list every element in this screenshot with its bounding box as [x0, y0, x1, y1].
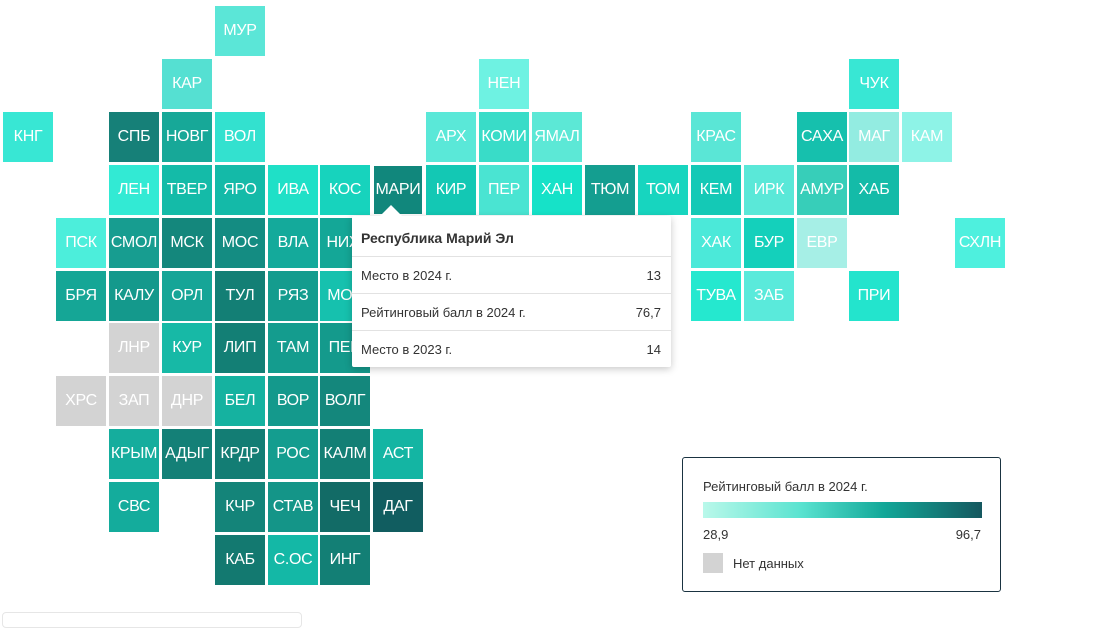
bottom-panel-edge	[2, 612, 302, 628]
region-tile-крас[interactable]: КРАС	[691, 112, 741, 162]
region-tooltip: Республика Марий Эл Место в 2024 г. 13 Р…	[352, 216, 671, 367]
tooltip-row-rank-2023: Место в 2023 г. 14	[352, 331, 671, 367]
region-tile-пск[interactable]: ПСК	[56, 218, 106, 268]
region-tile-днр[interactable]: ДНР	[162, 376, 212, 426]
region-tile-крым[interactable]: КРЫМ	[109, 429, 159, 479]
region-tile-крдр[interactable]: КРДР	[215, 429, 265, 479]
region-tile-мос[interactable]: МОС	[215, 218, 265, 268]
region-tile-мур[interactable]: МУР	[215, 6, 265, 56]
region-tile-вла[interactable]: ВЛА	[268, 218, 318, 268]
region-tile-инг[interactable]: ИНГ	[320, 535, 370, 585]
legend-no-data-label: Нет данных	[733, 556, 804, 571]
region-tile-там[interactable]: ТАМ	[268, 323, 318, 373]
tooltip-row-value: 14	[646, 342, 661, 357]
tooltip-row-score-2024: Рейтинговый балл в 2024 г. 76,7	[352, 294, 671, 331]
region-tile-ива[interactable]: ИВА	[268, 165, 318, 215]
region-tile-лен[interactable]: ЛЕН	[109, 165, 159, 215]
region-tile-кам[interactable]: КАМ	[902, 112, 952, 162]
region-tile-калу[interactable]: КАЛУ	[109, 271, 159, 321]
region-tile-аст[interactable]: АСТ	[373, 429, 423, 479]
region-tile-вор[interactable]: ВОР	[268, 376, 318, 426]
region-tile-тюм[interactable]: ТЮМ	[585, 165, 635, 215]
region-tile-хан[interactable]: ХАН	[532, 165, 582, 215]
region-tile-тул[interactable]: ТУЛ	[215, 271, 265, 321]
legend-no-data-swatch	[703, 553, 723, 573]
region-tile-схлн[interactable]: СХЛН	[955, 218, 1005, 268]
tooltip-row-label: Место в 2024 г.	[361, 268, 453, 283]
region-tile-ирк[interactable]: ИРК	[744, 165, 794, 215]
tooltip-arrow	[379, 205, 403, 217]
region-tile-каб[interactable]: КАБ	[215, 535, 265, 585]
region-tile-амур[interactable]: АМУР	[797, 165, 847, 215]
region-tile-спб[interactable]: СПБ	[109, 112, 159, 162]
region-tile-яро[interactable]: ЯРО	[215, 165, 265, 215]
region-tile-чук[interactable]: ЧУК	[849, 59, 899, 109]
tooltip-row-label: Рейтинговый балл в 2024 г.	[361, 305, 526, 320]
region-tile-кем[interactable]: КЕМ	[691, 165, 741, 215]
region-tile-маг[interactable]: МАГ	[849, 112, 899, 162]
region-tile-новг[interactable]: НОВГ	[162, 112, 212, 162]
region-tile-став[interactable]: СТАВ	[268, 482, 318, 532]
legend-title: Рейтинговый балл в 2024 г.	[703, 479, 868, 494]
region-tile-бур[interactable]: БУР	[744, 218, 794, 268]
region-tile-зап[interactable]: ЗАП	[109, 376, 159, 426]
tooltip-row-label: Место в 2023 г.	[361, 342, 453, 357]
legend-max-value: 96,7	[955, 527, 981, 542]
region-tile-лнр[interactable]: ЛНР	[109, 323, 159, 373]
region-tile-кир[interactable]: КИР	[426, 165, 476, 215]
region-tile-свс[interactable]: СВС	[109, 482, 159, 532]
region-tile-мск[interactable]: МСК	[162, 218, 212, 268]
tooltip-row-value: 76,7	[635, 305, 661, 320]
legend-gradient-bar	[703, 502, 982, 518]
region-tile-хрс[interactable]: ХРС	[56, 376, 106, 426]
region-tile-лип[interactable]: ЛИП	[215, 323, 265, 373]
region-tile-чеч[interactable]: ЧЕЧ	[320, 482, 370, 532]
tooltip-row-value: 13	[646, 268, 661, 283]
region-tile-хак[interactable]: ХАК	[691, 218, 741, 268]
region-tile-кчр[interactable]: КЧР	[215, 482, 265, 532]
region-tile-с.ос[interactable]: С.ОС	[268, 535, 318, 585]
region-tile-саха[interactable]: САХА	[797, 112, 847, 162]
region-tile-евр[interactable]: ЕВР	[797, 218, 847, 268]
region-tile-хаб[interactable]: ХАБ	[849, 165, 899, 215]
region-tile-нен[interactable]: НЕН	[479, 59, 529, 109]
region-tile-пер[interactable]: ПЕР	[479, 165, 529, 215]
region-tile-бел[interactable]: БЕЛ	[215, 376, 265, 426]
region-tile-том[interactable]: ТОМ	[638, 165, 688, 215]
region-tile-заб[interactable]: ЗАБ	[744, 271, 794, 321]
region-tile-кнг[interactable]: КНГ	[3, 112, 53, 162]
region-tile-адыг[interactable]: АДЫГ	[162, 429, 212, 479]
region-tile-тува[interactable]: ТУВА	[691, 271, 741, 321]
tooltip-row-rank-2024: Место в 2024 г. 13	[352, 257, 671, 294]
region-tile-рос[interactable]: РОС	[268, 429, 318, 479]
region-tile-арх[interactable]: АРХ	[426, 112, 476, 162]
region-tile-бря[interactable]: БРЯ	[56, 271, 106, 321]
legend-min-value: 28,9	[703, 527, 729, 542]
region-tile-кар[interactable]: КАР	[162, 59, 212, 109]
region-tile-волг[interactable]: ВОЛГ	[320, 376, 370, 426]
region-tile-кур[interactable]: КУР	[162, 323, 212, 373]
region-tile-калм[interactable]: КАЛМ	[320, 429, 370, 479]
tooltip-title: Республика Марий Эл	[352, 216, 671, 257]
region-tile-коми[interactable]: КОМИ	[479, 112, 529, 162]
region-tile-ряз[interactable]: РЯЗ	[268, 271, 318, 321]
region-tile-смол[interactable]: СМОЛ	[109, 218, 159, 268]
region-tile-ямал[interactable]: ЯМАЛ	[532, 112, 582, 162]
region-tile-кос[interactable]: КОС	[320, 165, 370, 215]
region-tile-вол[interactable]: ВОЛ	[215, 112, 265, 162]
map-legend: Рейтинговый балл в 2024 г. 28,9 96,7 Нет…	[682, 457, 1001, 592]
region-tile-орл[interactable]: ОРЛ	[162, 271, 212, 321]
region-tile-твер[interactable]: ТВЕР	[162, 165, 212, 215]
region-tile-при[interactable]: ПРИ	[849, 271, 899, 321]
region-tile-даг[interactable]: ДАГ	[373, 482, 423, 532]
